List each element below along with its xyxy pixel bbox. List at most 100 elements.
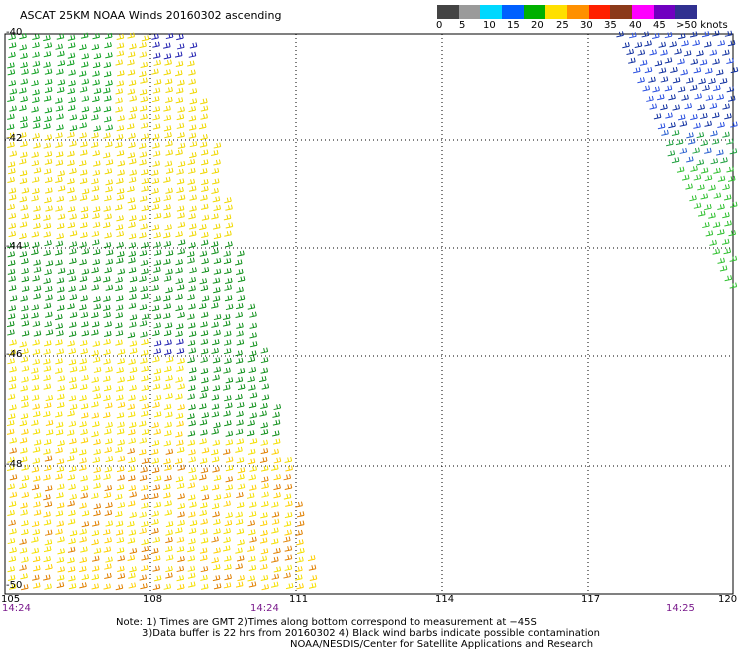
wind-barb [105, 179, 114, 186]
scale-swatch [458, 5, 481, 19]
wind-barb [200, 203, 209, 210]
wind-barb [55, 259, 63, 266]
wind-barb [669, 41, 677, 48]
wind-barb [690, 114, 698, 121]
wind-barb [260, 402, 268, 409]
wind-barb [138, 142, 147, 149]
wind-barb [165, 96, 173, 103]
wind-barb [81, 106, 90, 113]
wind-barb [56, 223, 65, 230]
wind-barb [177, 311, 185, 319]
wind-barb [225, 402, 233, 409]
wind-barb [223, 536, 231, 543]
wind-barb [236, 339, 245, 346]
wind-barb [188, 347, 197, 354]
wind-barb [20, 356, 29, 363]
wind-barb [19, 547, 28, 554]
wind-barb [56, 520, 65, 527]
lat-label: -44 [6, 241, 23, 252]
wind-barb [115, 106, 123, 113]
wind-barb [127, 197, 136, 204]
wind-barb [726, 57, 734, 64]
wind-barb [188, 167, 196, 174]
wind-barb [637, 77, 645, 84]
wind-barb [271, 518, 280, 525]
wind-barb [152, 150, 161, 157]
wind-barb [176, 446, 185, 453]
wind-barb [699, 59, 708, 66]
map-frame [4, 33, 734, 595]
wind-barb [92, 79, 100, 86]
wind-barb [103, 546, 112, 553]
wind-barb [153, 212, 162, 220]
wind-barb [80, 141, 88, 148]
wind-barb [284, 554, 293, 561]
wind-barb [153, 411, 162, 418]
wind-barb [93, 125, 102, 132]
wind-barb [199, 141, 208, 148]
wind-barb [200, 554, 208, 561]
wind-barb [140, 357, 148, 364]
wind-barb [104, 537, 112, 544]
wind-barb [225, 430, 234, 437]
wind-barb [91, 376, 100, 383]
wind-barb [9, 88, 18, 95]
wind-barb [248, 384, 256, 391]
wind-barb [693, 67, 702, 74]
wind-barb [705, 230, 714, 237]
scale-swatch [502, 5, 524, 19]
wind-barb [129, 286, 137, 293]
wind-barb [102, 222, 111, 229]
wind-barb [20, 573, 28, 580]
lon-label: 117 [581, 594, 601, 605]
wind-barb [81, 248, 90, 255]
wind-barb [21, 241, 30, 248]
wind-barb [720, 157, 728, 164]
wind-barb [151, 284, 159, 292]
wind-barb [175, 149, 183, 156]
wind-barb [33, 116, 41, 123]
wind-barb [21, 305, 29, 312]
wind-barb [664, 85, 673, 92]
wind-barb [57, 50, 65, 57]
wind-barb [31, 484, 40, 491]
wind-barb [248, 402, 257, 409]
wind-barb [56, 286, 65, 293]
wind-barb [67, 104, 76, 111]
wind-barb [141, 185, 149, 192]
wind-barb [236, 491, 244, 499]
wind-barb [152, 123, 161, 130]
wind-barb [721, 238, 730, 245]
wind-barb [7, 251, 16, 258]
wind-barb [188, 538, 196, 545]
wind-barb [115, 97, 123, 104]
wind-barb [20, 61, 28, 69]
wind-barb [223, 339, 232, 346]
wind-barb [212, 385, 221, 392]
wind-barb [165, 565, 173, 573]
wind-barb [129, 511, 138, 519]
wind-barb [68, 285, 76, 293]
wind-barb [141, 554, 149, 561]
wind-barb [162, 232, 171, 239]
wind-barb [8, 349, 17, 356]
wind-barb [225, 465, 234, 472]
wind-barb [129, 95, 138, 102]
wind-barb [697, 104, 705, 111]
wind-barb [44, 529, 53, 536]
scale-swatch [567, 5, 589, 19]
wind-barb [224, 555, 232, 562]
wind-barb [259, 410, 267, 417]
wind-barb [128, 79, 137, 86]
wind-barb [128, 132, 136, 140]
wind-barb [43, 340, 52, 347]
wind-barb [7, 260, 16, 267]
wind-barb [177, 212, 185, 219]
wind-barb [69, 311, 78, 318]
wind-barb [188, 69, 196, 76]
wind-barb [189, 267, 197, 274]
wind-barb [140, 583, 148, 590]
wind-barb [308, 564, 317, 571]
wind-barb [57, 213, 66, 220]
wind-barb [259, 537, 268, 544]
